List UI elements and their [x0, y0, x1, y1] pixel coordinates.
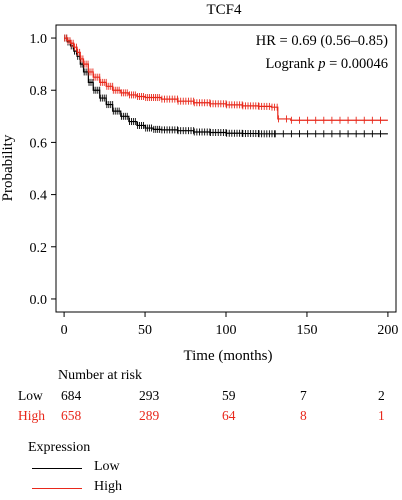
y-tick-label: 0.4	[30, 189, 48, 204]
risk-cell: 7	[300, 388, 307, 403]
logrank-annotation: Logrank p = 0.00046	[265, 56, 388, 72]
risk-table-title: Number at risk	[58, 368, 142, 383]
legend-label-low: Low	[94, 459, 120, 474]
risk-cell: 289	[139, 408, 160, 423]
risk-cell: 684	[61, 388, 82, 403]
x-tick-label: 150	[296, 323, 317, 338]
x-tick-label: 0	[61, 323, 68, 338]
x-tick-label: 100	[216, 323, 237, 338]
logrank-value: = 0.00046	[325, 56, 388, 72]
logrank-p: p	[317, 56, 325, 72]
legend-swatch-high	[32, 488, 82, 489]
risk-row-high: High 658 289 64 8 1	[0, 408, 402, 428]
legend: Expression Low High	[28, 440, 122, 499]
risk-cell: 1	[378, 408, 385, 423]
x-axis-label: Time (months)	[183, 348, 272, 364]
censor-marks-high	[64, 34, 381, 124]
y-tick-label: 1.0	[30, 32, 48, 47]
hr-annotation: HR = 0.69 (0.56–0.85)	[256, 33, 388, 49]
y-tick-label: 0.6	[30, 136, 48, 151]
axes: 0 50 100 150 200 0.0 0.2 0.4 0.6 0.8 1.0	[30, 32, 399, 338]
legend-swatch-low	[32, 468, 82, 469]
legend-item-low: Low	[28, 459, 120, 479]
risk-cell: 658	[61, 408, 82, 423]
y-tick-label: 0.2	[30, 241, 48, 256]
y-axis-label: Probability	[0, 134, 16, 201]
risk-row-label: High	[18, 408, 45, 423]
legend-item-high: High	[28, 479, 122, 499]
legend-title: Expression	[28, 440, 91, 455]
risk-cell: 8	[300, 408, 307, 423]
logrank-prefix: Logrank	[265, 56, 318, 72]
series-layer	[64, 34, 388, 138]
x-tick-label: 200	[377, 323, 398, 338]
legend-label-high: High	[94, 479, 122, 494]
y-tick-label: 0.8	[30, 84, 48, 99]
risk-cell: 59	[222, 388, 236, 403]
censor-marks-low	[64, 34, 381, 138]
risk-cell: 293	[139, 388, 160, 403]
y-tick-label: 0.0	[30, 293, 48, 308]
risk-cell: 64	[222, 408, 236, 423]
risk-cell: 2	[378, 388, 385, 403]
risk-row-low: Low 684 293 59 7 2	[0, 388, 402, 408]
chart-title: TCF4	[206, 2, 242, 18]
risk-row-label: Low	[18, 388, 43, 403]
x-tick-label: 50	[138, 323, 152, 338]
